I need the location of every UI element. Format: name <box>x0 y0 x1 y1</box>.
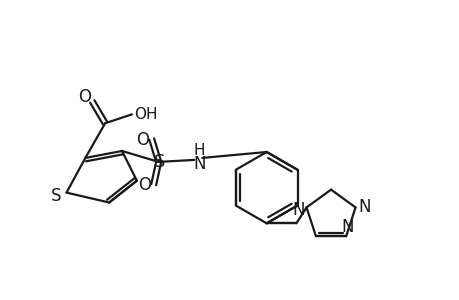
Text: O: O <box>138 176 151 194</box>
Text: N: N <box>193 155 205 173</box>
Text: N: N <box>292 201 304 219</box>
Text: O: O <box>136 131 149 149</box>
Text: S: S <box>154 153 165 171</box>
Text: OH: OH <box>134 107 157 122</box>
Text: O: O <box>78 88 91 106</box>
Text: N: N <box>358 198 370 216</box>
Text: N: N <box>340 218 353 236</box>
Text: S: S <box>51 187 62 205</box>
Text: H: H <box>193 143 205 158</box>
